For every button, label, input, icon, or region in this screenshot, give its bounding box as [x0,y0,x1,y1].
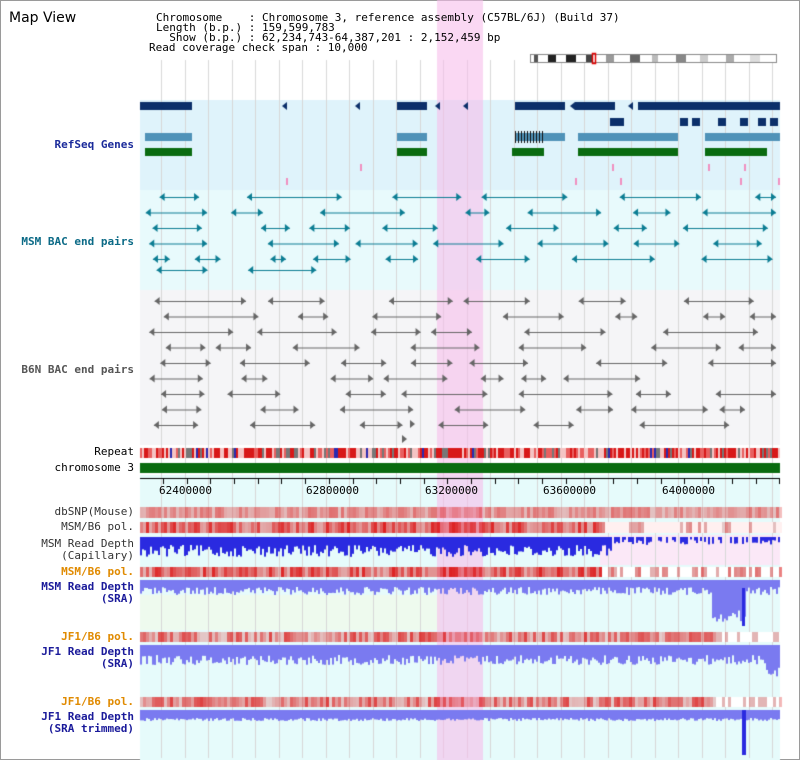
length-info: Length (b.p.) : 159,599,783 [156,21,335,34]
axis-tick-label: 62400000 [159,484,212,497]
show-range-info: Show (b.p.) : 62,234,743-64,387,201 : 2,… [156,31,501,44]
track-label-jf1-pol[interactable]: JF1/B6 pol. [61,630,134,643]
track-label-dbsnp[interactable]: dbSNP(Mouse) [54,505,134,518]
track-label-msm-depth-capillary-sub: (Capillary) [61,549,134,562]
track-label-msm-pol-2[interactable]: MSM/B6 pol. [61,565,134,578]
axis-tick-label: 63600000 [543,484,596,497]
track-label-jf1-pol-2[interactable]: JF1/B6 pol. [61,695,134,708]
coverage-span-info: Read coverage check span : 10,000 [149,41,368,54]
track-label-msm-depth-sra[interactable]: MSM Read Depth [41,580,134,593]
track-label-jf1-depth-sra[interactable]: JF1 Read Depth [41,645,134,658]
axis-tick-label: 62800000 [306,484,359,497]
track-label-repeat[interactable]: Repeat [94,445,134,458]
track-label-msm-depth-capillary[interactable]: MSM Read Depth [41,537,134,550]
track-label-msm-depth-sra-sub: (SRA) [100,592,134,605]
axis-tick-label: 64000000 [662,484,715,497]
track-label-b6n-bac[interactable]: B6N BAC end pairs [21,363,134,376]
track-label-refseq[interactable]: RefSeq Genes [54,138,134,151]
page-title: Map View [9,10,77,26]
track-label-jf1-depth-sra-sub: (SRA) [100,657,134,670]
track-label-msm-bac[interactable]: MSM BAC end pairs [21,235,134,248]
track-label-jf1-depth-trimmed[interactable]: JF1 Read Depth [41,710,134,723]
axis-tick-label: 63200000 [425,484,478,497]
track-label-chromosome[interactable]: chromosome 3 [54,461,134,474]
track-label-msm-pol[interactable]: MSM/B6 pol. [61,520,134,533]
track-label-jf1-depth-trimmed-sub: (SRA trimmed) [47,722,134,735]
chromosome-info: Chromosome : Chromosome 3, reference ass… [156,11,620,24]
